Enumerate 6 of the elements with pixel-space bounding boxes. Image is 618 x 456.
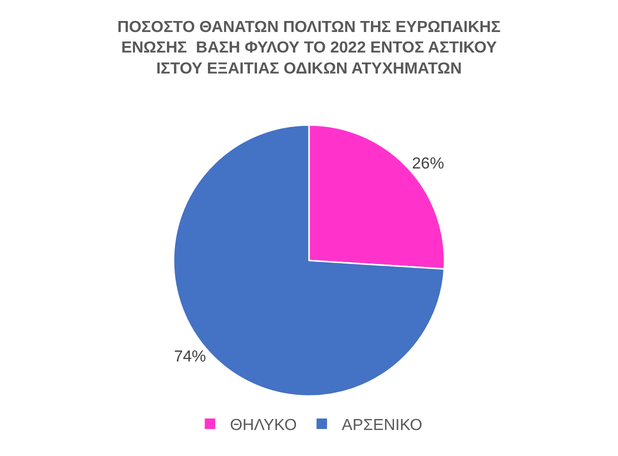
pie-slice: [172, 124, 445, 397]
legend-label: ΘΗΛΥΚΟ: [230, 416, 297, 434]
chart-title: ΠΟΣΟΣΤΟ ΘΑΝΑΤΩΝ ΠΟΛΙΤΩΝ ΤΗΣ ΕΥΡΩΠΑΙΚΗΣ ΕΝΩΣΗΣ ΒΑΣΗ ΦΥΛΟΥ ΤΟ 2022 ΕΝΤΟΣ ΑΣΤΙΚΟΥ ΙΣΤΟΥ ΕΞΑΙΤΙΑΣ ΟΔΙΚΩΝ ΑΤΥΧΗΜΑΤΩΝ: [117, 18, 501, 78]
data-label: 26%: [412, 155, 444, 172]
data-label: 74%: [174, 348, 206, 366]
legend-label: ΑΡΣΕΝΙΚΟ: [342, 416, 422, 434]
